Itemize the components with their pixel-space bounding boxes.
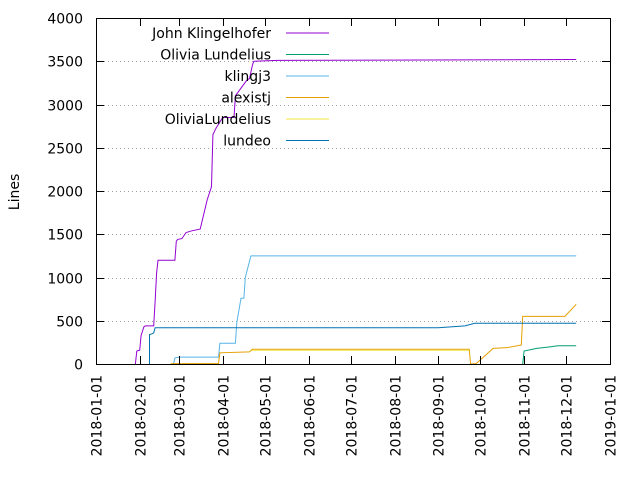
series-lines [134, 59, 577, 365]
x-tick-label: 2018-05-01 [259, 375, 275, 456]
x-tick-label: 2018-11-01 [518, 375, 534, 456]
x-tick-label: 2018-06-01 [303, 375, 319, 456]
legend-label: alexistj [221, 91, 271, 107]
x-axis-ticks: 2018-01-01 2018-02-01 2018-03-01 2018-04-01… [90, 18, 620, 456]
legend-label: OliviaLundelius [165, 112, 271, 128]
legend-label: Olivia Lundelius [160, 48, 271, 64]
legend-label: klingj3 [225, 69, 271, 85]
y-tick-label: 1000 [47, 272, 83, 288]
x-tick-label: 2019-01-01 [604, 375, 620, 456]
y-tick-label: 2000 [47, 185, 83, 201]
x-tick-label: 2018-07-01 [345, 375, 361, 456]
y-tick-label: 2500 [47, 142, 83, 158]
x-tick-label: 2018-12-01 [560, 375, 576, 456]
x-tick-label: 2018-02-01 [134, 375, 150, 456]
series-line-6 [149, 322, 577, 364]
series-line-1 [134, 59, 577, 365]
y-tick-label: 500 [56, 315, 83, 331]
y-tick-label: 1500 [47, 228, 83, 244]
x-tick-label: 2018-04-01 [217, 375, 233, 456]
x-tick-label: 2018-03-01 [173, 375, 189, 456]
y-axis-label: Lines [7, 174, 23, 210]
plot-frame [96, 18, 611, 365]
legend-label: lundeo [223, 134, 271, 150]
x-tick-label: 2018-10-01 [474, 375, 490, 456]
y-tick-label: 0 [74, 358, 83, 374]
y-tick-label: 3500 [47, 55, 83, 71]
x-tick-label: 2018-09-01 [432, 375, 448, 456]
series-line-3 [173, 255, 577, 365]
y-tick-label: 4000 [47, 12, 83, 28]
x-tick-label: 2018-01-01 [90, 375, 106, 456]
series-line-4 [170, 303, 577, 365]
legend: John Klingelhofer Olivia Lundelius klingj3… [151, 26, 329, 150]
y-axis-ticks: 0 500 1000 1500 2000 2500 3000 3500 4000 [47, 12, 610, 374]
grid-lines [96, 61, 610, 322]
y-tick-label: 3000 [47, 99, 83, 115]
series-line-2 [522, 345, 577, 365]
x-tick-label: 2018-08-01 [389, 375, 405, 456]
legend-label: John Klingelhofer [151, 26, 271, 42]
